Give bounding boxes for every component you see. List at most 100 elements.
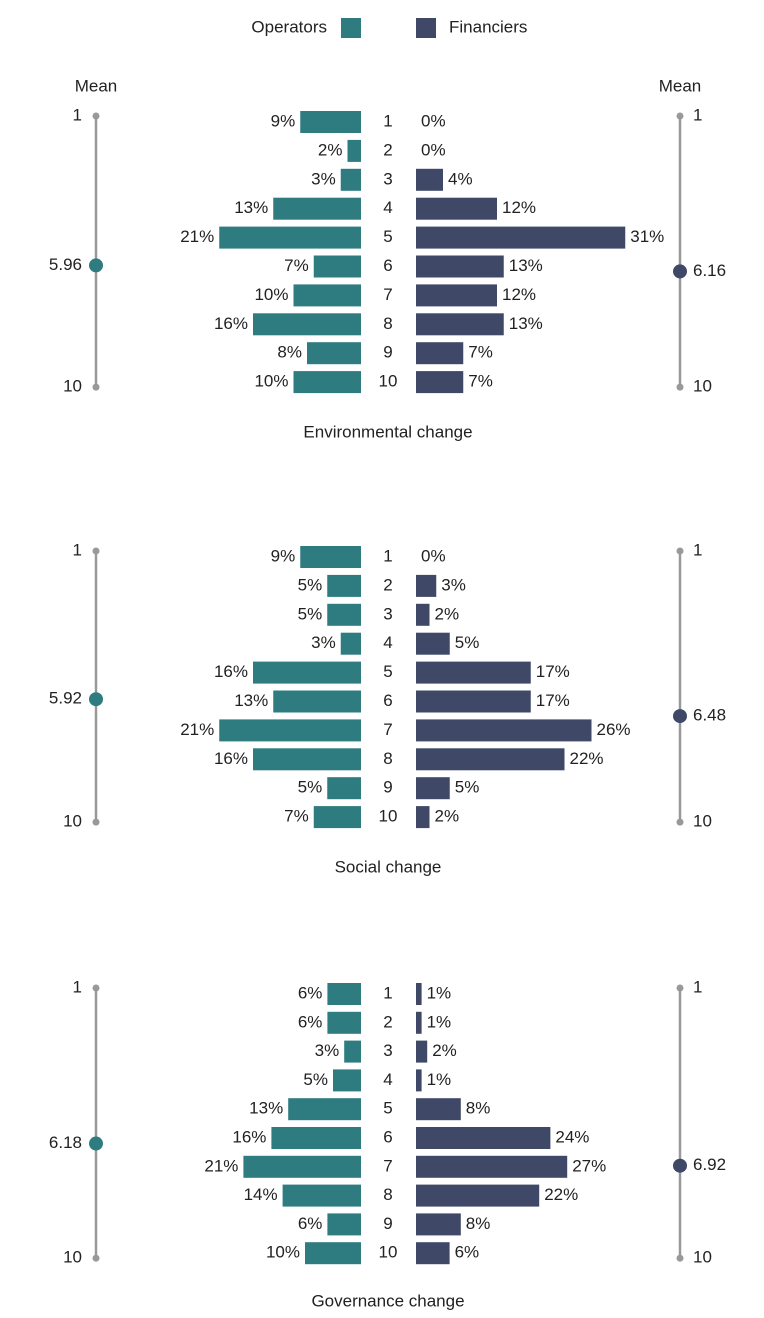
bar — [300, 546, 361, 568]
bar — [327, 574, 361, 597]
bar — [253, 661, 361, 684]
category-label: 10 — [379, 807, 398, 826]
value-label: 7% — [284, 256, 309, 275]
value-label: 22% — [570, 749, 604, 768]
category-label: 3 — [383, 1041, 392, 1060]
mean-tick-label: 1 — [693, 977, 702, 996]
mean-tick — [92, 383, 100, 391]
bar — [416, 1127, 551, 1149]
value-label: 2% — [435, 807, 460, 826]
bar — [271, 1127, 361, 1149]
bar — [416, 1040, 428, 1063]
x-axis-label: Governance change — [311, 1291, 464, 1310]
value-label: 5% — [298, 604, 323, 623]
category-label: 6 — [383, 1127, 392, 1146]
value-label: 0% — [421, 140, 446, 159]
category-label: 4 — [383, 633, 392, 652]
value-label: 10% — [254, 372, 288, 391]
value-label: 22% — [544, 1185, 578, 1204]
bar — [416, 1213, 461, 1236]
bar — [327, 777, 361, 800]
bar — [416, 603, 430, 626]
value-label: 2% — [318, 140, 343, 159]
bar — [282, 1184, 361, 1207]
mean-tick — [676, 818, 684, 826]
bar — [305, 1242, 361, 1265]
mean-dot — [89, 692, 103, 707]
value-label: 5% — [298, 778, 323, 797]
bar — [416, 1098, 461, 1121]
category-label: 7 — [383, 1156, 392, 1175]
bar — [253, 313, 361, 336]
category-label: 9 — [383, 778, 392, 797]
value-label: 7% — [468, 372, 493, 391]
category-label: 3 — [383, 169, 392, 188]
mean-tick-label: 1 — [693, 540, 702, 559]
mean-tick-label: 1 — [73, 977, 82, 996]
category-label: 5 — [383, 227, 392, 246]
value-label: 8% — [277, 343, 302, 362]
bar — [416, 806, 430, 829]
value-label: 16% — [214, 314, 248, 333]
bar — [293, 371, 361, 394]
bar — [416, 226, 626, 249]
category-label: 6 — [383, 691, 392, 710]
bar — [313, 806, 361, 829]
value-label: 16% — [214, 662, 248, 681]
bar — [219, 719, 361, 742]
mean-tick — [92, 818, 100, 826]
value-label: 6% — [455, 1243, 480, 1262]
bar — [416, 1242, 450, 1265]
value-label: 26% — [597, 720, 631, 739]
value-label: 6% — [298, 1214, 323, 1233]
bar — [347, 139, 361, 162]
value-label: 17% — [536, 691, 570, 710]
value-label: 9% — [271, 111, 296, 130]
bar — [416, 983, 422, 1005]
value-label: 2% — [432, 1041, 457, 1060]
value-label: 2% — [435, 604, 460, 623]
bar — [333, 1069, 361, 1092]
mean-value: 6.16 — [693, 261, 726, 280]
value-label: 5% — [455, 633, 480, 652]
value-label: 5% — [298, 575, 323, 594]
mean-dot — [673, 264, 687, 279]
bar — [416, 777, 450, 800]
bar — [416, 661, 531, 684]
value-label: 0% — [421, 111, 446, 130]
value-label: 3% — [441, 575, 466, 594]
x-axis-label: Social change — [335, 858, 442, 877]
mean-tick — [92, 547, 100, 555]
value-label: 27% — [572, 1156, 606, 1175]
bar — [416, 313, 504, 336]
bar — [293, 284, 361, 307]
category-label: 2 — [383, 1012, 392, 1031]
mean-tick-label: 10 — [63, 377, 82, 396]
value-label: 13% — [509, 256, 543, 275]
mean-tick-label: 1 — [73, 105, 82, 124]
mean-tick — [676, 112, 684, 120]
value-label: 1% — [427, 1012, 452, 1031]
value-label: 7% — [284, 807, 309, 826]
bar — [416, 197, 497, 220]
bar — [327, 1213, 361, 1236]
mean-dot — [673, 1158, 687, 1173]
value-label: 24% — [555, 1127, 589, 1146]
category-label: 1 — [383, 111, 392, 130]
mean-tick-label: 10 — [693, 1248, 712, 1267]
bar — [416, 1155, 568, 1178]
mean-tick-label: 1 — [693, 105, 702, 124]
value-label: 8% — [466, 1099, 491, 1118]
value-label: 5% — [303, 1070, 328, 1089]
value-label: 21% — [180, 720, 214, 739]
bar — [327, 1011, 361, 1034]
bar — [273, 690, 361, 713]
category-label: 8 — [383, 749, 392, 768]
category-label: 7 — [383, 285, 392, 304]
value-label: 10% — [254, 285, 288, 304]
value-label: 7% — [468, 343, 493, 362]
mean-value: 6.18 — [49, 1133, 82, 1152]
bar — [273, 197, 361, 220]
category-label: 10 — [379, 372, 398, 391]
